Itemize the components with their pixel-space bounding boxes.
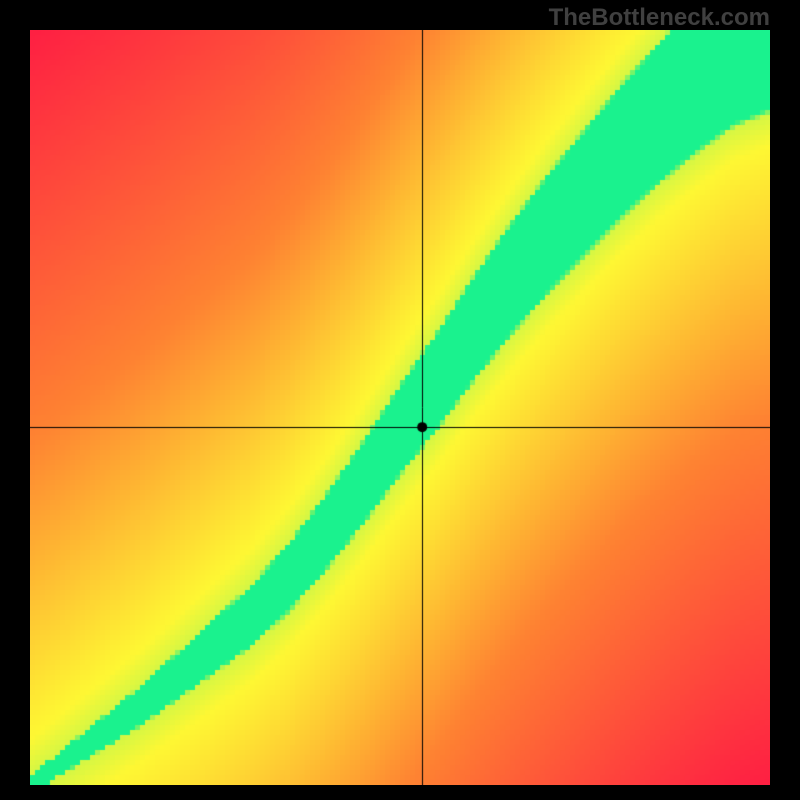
watermark-text: TheBottleneck.com	[549, 4, 770, 32]
heatmap-canvas	[30, 30, 770, 785]
chart-frame: TheBottleneck.com	[0, 0, 800, 800]
